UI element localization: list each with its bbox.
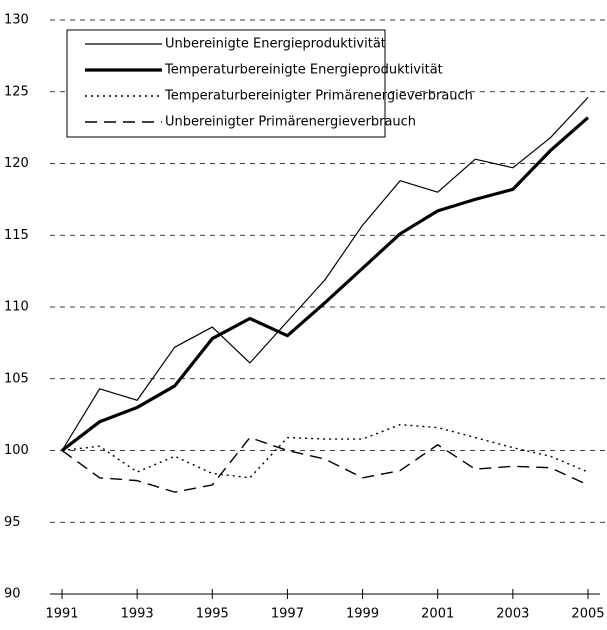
legend-label: Temperaturbereinigte Energieproduktivitä… [164,63,443,78]
y-tick-label: 115 [4,228,29,243]
x-tick-label: 1999 [346,607,379,622]
series-line [61,436,589,493]
x-tick-label: 1991 [45,607,78,622]
y-tick-label: 130 [4,13,29,28]
legend-label: Unbereinigter Primärenergieverbrauch [165,115,416,130]
series-line [61,423,589,479]
y-tick-label: 110 [4,300,29,315]
legend-label: Unbereinigte Energieproduktivität [165,37,386,52]
y-tick-label: 120 [4,156,29,171]
x-tick-label: 2003 [496,607,529,622]
x-tick-label: 1997 [271,607,304,622]
series-line [61,97,589,451]
series-line [61,116,590,452]
y-tick-label: 105 [4,371,29,386]
x-tick-label: 1993 [121,607,154,622]
y-tick-label: 90 [4,587,21,602]
x-tick-label: 1995 [196,607,229,622]
legend-label: Temperaturbereinigter Primärenergieverbr… [164,89,473,104]
y-tick-label: 100 [4,443,29,458]
y-tick-label: 95 [4,515,21,530]
x-tick-label: 2005 [571,607,604,622]
y-tick-label: 125 [4,84,29,99]
legend-box [66,29,386,138]
x-tick-label: 2001 [421,607,454,622]
